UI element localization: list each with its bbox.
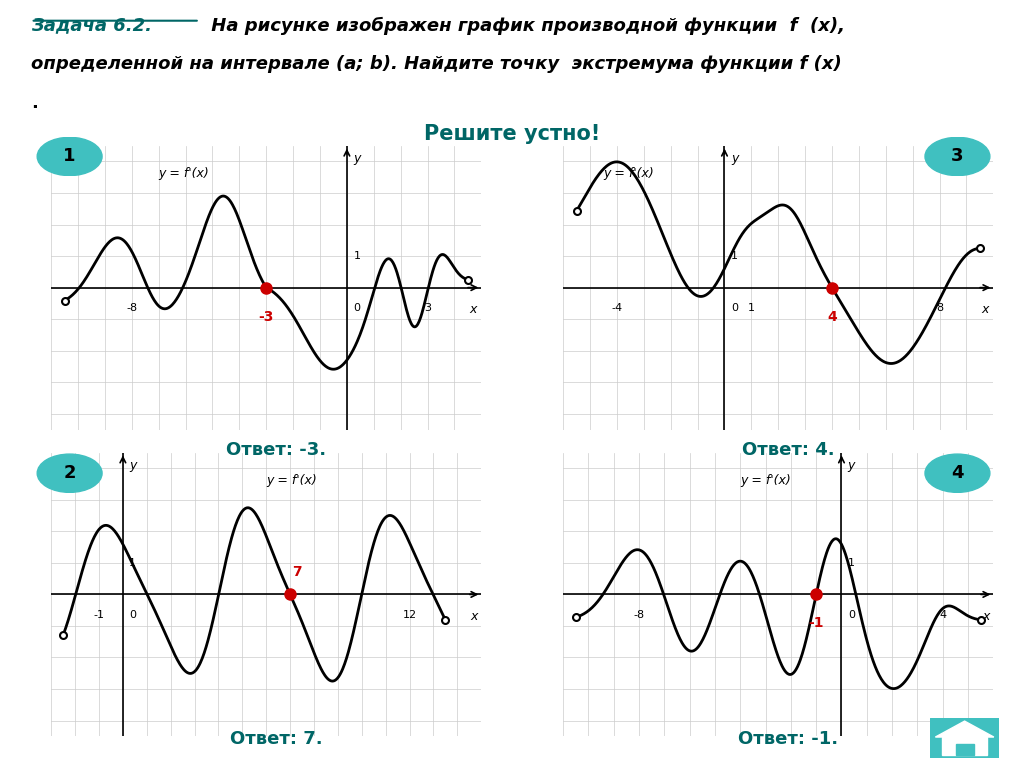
- Polygon shape: [935, 721, 994, 737]
- Circle shape: [925, 137, 990, 176]
- Text: 0: 0: [129, 611, 136, 621]
- Text: y: y: [848, 459, 855, 472]
- Text: x: x: [982, 611, 989, 624]
- Text: Решите устно!: Решите устно!: [424, 124, 600, 144]
- Text: -3: -3: [258, 310, 274, 324]
- Circle shape: [37, 454, 102, 492]
- Text: y = f'(x): y = f'(x): [603, 167, 654, 180]
- Text: -8: -8: [126, 304, 137, 314]
- Text: y = f'(x): y = f'(x): [740, 474, 792, 487]
- Text: 0: 0: [353, 304, 360, 314]
- Text: На рисунке изображен график производной функции  f  (x),: На рисунке изображен график производной …: [205, 17, 845, 35]
- Text: Ответ: 7.: Ответ: 7.: [230, 730, 323, 748]
- Text: 1: 1: [353, 251, 360, 261]
- Text: -8: -8: [634, 611, 645, 621]
- Text: 1: 1: [63, 147, 76, 166]
- Circle shape: [37, 137, 102, 176]
- Text: 1: 1: [731, 251, 738, 261]
- Text: 1: 1: [848, 558, 855, 568]
- Text: x: x: [470, 611, 478, 624]
- Text: Ответ: -3.: Ответ: -3.: [226, 441, 327, 459]
- Text: 4: 4: [827, 310, 837, 324]
- Text: -4: -4: [611, 304, 623, 314]
- Text: -1: -1: [808, 617, 824, 630]
- Text: 1: 1: [748, 304, 755, 314]
- Text: 2: 2: [63, 464, 76, 482]
- Text: Ответ: 4.: Ответ: 4.: [742, 441, 835, 459]
- Text: 0: 0: [848, 611, 855, 621]
- Text: 4: 4: [939, 611, 946, 621]
- Text: 0: 0: [731, 304, 738, 314]
- Text: y: y: [129, 459, 136, 472]
- Text: 3: 3: [951, 147, 964, 166]
- Text: -1: -1: [93, 611, 104, 621]
- Text: y = f'(x): y = f'(x): [266, 474, 317, 487]
- Polygon shape: [942, 737, 987, 755]
- Text: 8: 8: [936, 304, 943, 314]
- Text: y: y: [731, 152, 738, 165]
- Text: x: x: [982, 304, 989, 317]
- Text: 12: 12: [402, 611, 417, 621]
- Text: Ответ: -1.: Ответ: -1.: [738, 730, 839, 748]
- Polygon shape: [955, 744, 974, 755]
- Text: y: y: [353, 152, 361, 165]
- Text: Задача 6.2.: Задача 6.2.: [31, 17, 152, 35]
- Text: определенной на интервале (a; b). Найдите точку  экстремума функции f (x): определенной на интервале (a; b). Найдит…: [31, 55, 842, 73]
- Text: y = f'(x): y = f'(x): [159, 167, 210, 180]
- Text: 1: 1: [129, 558, 136, 568]
- Text: .: .: [31, 94, 38, 112]
- Text: 7: 7: [293, 565, 302, 578]
- Text: x: x: [470, 304, 477, 317]
- Text: 4: 4: [951, 464, 964, 482]
- Circle shape: [925, 454, 990, 492]
- Text: 3: 3: [424, 304, 431, 314]
